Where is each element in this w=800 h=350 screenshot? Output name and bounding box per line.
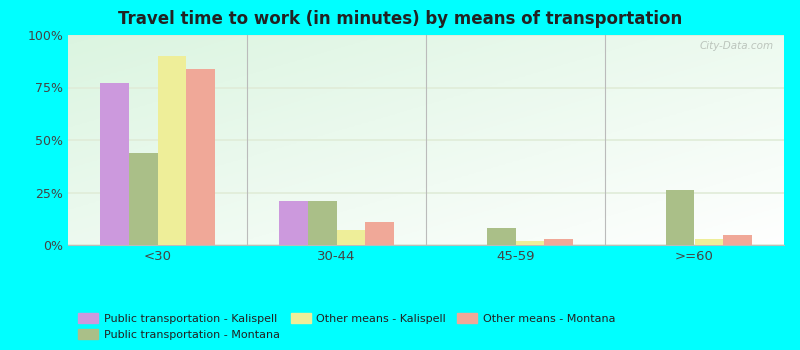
Bar [515, 241, 544, 245]
Bar [279, 201, 308, 245]
Bar [723, 234, 752, 245]
Text: Travel time to work (in minutes) by means of transportation: Travel time to work (in minutes) by mean… [118, 10, 682, 28]
Bar [544, 239, 573, 245]
Text: City-Data.com: City-Data.com [699, 41, 774, 51]
Bar [308, 201, 337, 245]
Bar [365, 222, 394, 245]
Bar [158, 56, 186, 245]
Bar [666, 190, 694, 245]
Bar [694, 239, 723, 245]
Bar [186, 69, 214, 245]
Legend: Public transportation - Kalispell, Public transportation - Montana, Other means : Public transportation - Kalispell, Publi… [74, 308, 619, 344]
Bar [337, 230, 365, 245]
Bar [129, 153, 158, 245]
Bar [100, 83, 129, 245]
Bar [487, 228, 515, 245]
